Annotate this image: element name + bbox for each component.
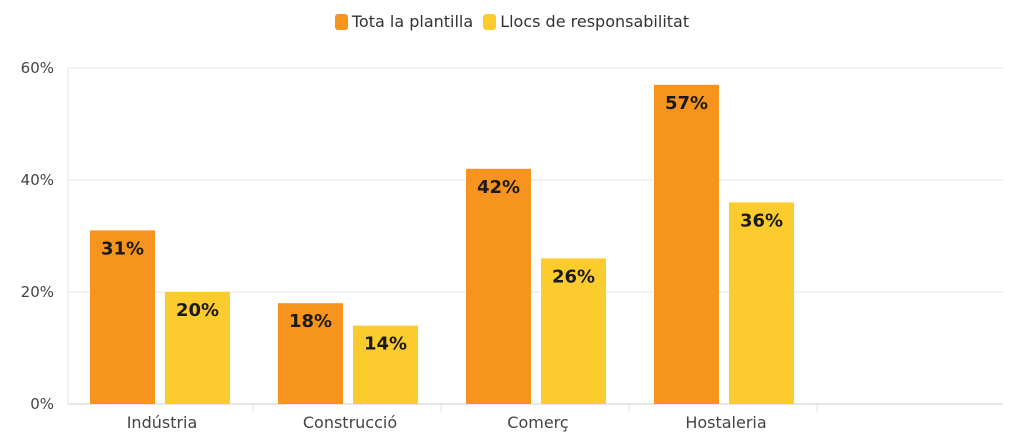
y-tick-label: 60%	[21, 59, 54, 77]
legend-item-series-2: Llocs de responsabilitat	[483, 12, 689, 31]
data-label: 14%	[364, 334, 407, 355]
legend-swatch-series-2	[483, 13, 497, 30]
legend-label-series-2: Llocs de responsabilitat	[500, 12, 690, 31]
y-tick-label: 0%	[30, 395, 54, 413]
bar-llocs-de-responsabilitat	[165, 292, 230, 404]
y-tick-label: 20%	[21, 283, 54, 301]
data-label: 26%	[552, 266, 595, 287]
chart-legend: Tota la plantilla Llocs de responsabilit…	[0, 12, 1024, 31]
x-axis: Indústria Construcció Comerç Hostaleria	[127, 413, 767, 432]
bar-llocs-de-responsabilitat	[729, 202, 794, 404]
data-label: 20%	[176, 300, 219, 321]
data-label: 18%	[289, 311, 332, 332]
legend-swatch-series-1	[334, 13, 348, 30]
data-label: 57%	[665, 93, 708, 114]
y-tick-label: 40%	[21, 171, 54, 189]
legend-label-series-1: Tota la plantilla	[351, 12, 474, 31]
x-tick-label: Construcció	[303, 413, 397, 432]
data-label: 42%	[477, 177, 520, 198]
bar-tota-la-plantilla	[466, 168, 531, 404]
y-axis: 0% 20% 40% 60%	[21, 59, 54, 413]
x-tick-label: Hostaleria	[685, 413, 766, 432]
data-label: 36%	[740, 210, 783, 231]
bar-llocs-de-responsabilitat	[541, 258, 606, 404]
bar-llocs-de-responsabilitat	[353, 325, 418, 404]
x-tick-label: Indústria	[127, 413, 198, 432]
data-label: 31%	[101, 238, 144, 259]
x-tick-label: Comerç	[507, 413, 568, 432]
bar-tota-la-plantilla	[90, 230, 155, 404]
legend-item-series-1: Tota la plantilla	[334, 12, 474, 31]
bar-tota-la-plantilla	[278, 303, 343, 404]
bars: 31% 20% 18% 14% 42% 26% 57% 36%	[90, 84, 794, 405]
bar-tota-la-plantilla	[654, 84, 719, 405]
